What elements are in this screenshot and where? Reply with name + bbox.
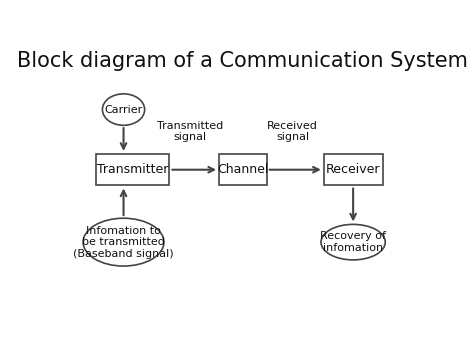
Text: Transmitter: Transmitter <box>97 163 168 176</box>
Ellipse shape <box>321 224 385 260</box>
Text: Block diagram of a Communication System: Block diagram of a Communication System <box>18 51 468 71</box>
Text: Infomation to
be transmitted
(Baseband signal): Infomation to be transmitted (Baseband s… <box>73 225 174 259</box>
Text: Channel: Channel <box>217 163 269 176</box>
Text: Transmitted
signal: Transmitted signal <box>156 121 223 142</box>
Bar <box>324 154 383 185</box>
Ellipse shape <box>83 218 164 266</box>
Bar <box>96 154 170 185</box>
Ellipse shape <box>102 94 145 125</box>
Text: Recovery of
infomation: Recovery of infomation <box>320 231 386 253</box>
Text: Received
signal: Received signal <box>267 121 318 142</box>
Text: Carrier: Carrier <box>104 105 143 115</box>
Text: Receiver: Receiver <box>326 163 380 176</box>
Bar <box>219 154 267 185</box>
